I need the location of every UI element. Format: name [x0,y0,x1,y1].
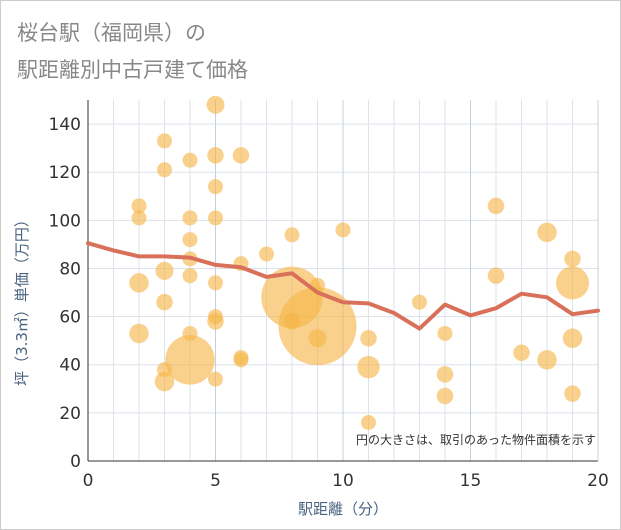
y-tick-label: 80 [59,259,81,279]
data-point [157,133,172,149]
y-tick-label: 20 [59,404,81,424]
chart-title-line-1: 桜台駅（福岡県）の [17,21,206,45]
data-point [182,210,198,226]
data-point [129,273,149,293]
y-tick-label: 0 [70,452,81,472]
data-point [208,371,223,387]
data-point [165,335,215,385]
y-tick-label: 120 [49,163,81,183]
data-point [208,275,223,291]
data-point [284,227,300,243]
tick-layer: 0 5 10 15 20 0 20 40 60 80 100 120 140 [49,115,609,491]
y-axis-label: 坪（3.3㎡）単価（万円） [13,212,31,386]
data-point [206,95,225,114]
data-point [182,232,198,248]
y-tick-label: 40 [59,356,81,376]
trend-layer [86,241,600,331]
data-point [182,152,198,168]
bubble-layer [129,95,589,430]
data-point [556,266,589,300]
x-tick-label: 15 [460,471,482,491]
data-point [357,355,380,379]
data-point [360,330,377,347]
y-tick-label: 100 [49,211,81,231]
data-point [513,344,530,361]
data-point [562,328,583,349]
data-point [487,197,505,215]
data-point [308,329,327,348]
grid-layer [87,100,599,462]
data-point [537,222,557,243]
x-tick-label: 5 [210,471,221,491]
data-point [157,162,172,178]
data-point [436,387,454,405]
data-point [361,414,376,430]
data-point [156,293,173,311]
data-point [208,210,223,226]
data-point [278,287,357,366]
data-point [154,371,175,392]
data-point [335,222,351,238]
data-point [564,385,581,402]
data-point [131,198,147,214]
data-point [208,179,223,195]
x-tick-label: 20 [587,471,609,491]
data-point [564,250,581,268]
data-point [155,261,174,280]
data-point [412,294,427,310]
data-point [537,350,557,370]
data-point [129,323,149,344]
x-tick-label: 0 [83,471,94,491]
data-point [259,246,274,262]
data-point [182,268,198,284]
data-point [233,352,249,368]
data-point [487,267,505,284]
data-point [131,210,147,226]
data-point [436,366,454,383]
trend-line [86,241,600,331]
data-point [232,147,250,164]
data-point [207,313,224,330]
bubble-size-note: 円の大きさは、取引のあった物件面積を示す [356,432,596,447]
y-tick-label: 60 [59,308,81,328]
data-point [207,147,224,164]
x-axis-label: 駅距離（分） [298,500,388,518]
chart-title-line-2: 駅距離別中古戸建て価格 [17,58,248,82]
data-point [437,325,453,341]
x-tick-label: 10 [332,471,354,491]
y-tick-label: 140 [49,115,81,135]
